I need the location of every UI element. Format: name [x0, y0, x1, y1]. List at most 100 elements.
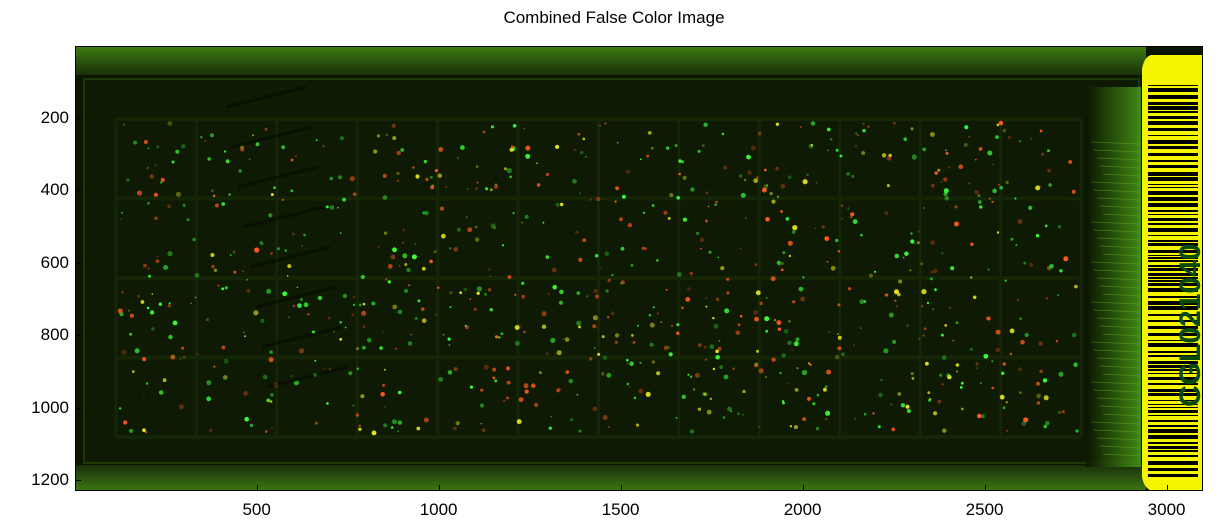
spot — [730, 410, 733, 413]
spot — [531, 383, 536, 389]
barcode-bar — [1148, 446, 1198, 449]
spot — [465, 216, 468, 219]
spot — [910, 127, 914, 131]
x-tick-label: 500 — [242, 500, 271, 519]
spot — [536, 183, 541, 187]
spot — [394, 347, 398, 350]
spot — [512, 212, 515, 215]
spot — [442, 333, 445, 336]
spot — [579, 192, 582, 195]
spot — [825, 417, 828, 421]
spot — [594, 253, 599, 258]
spot — [955, 363, 960, 367]
x-tick-label: 3000 — [1147, 500, 1186, 519]
spot — [1009, 352, 1012, 356]
edge-streak — [1093, 349, 1142, 353]
spot — [944, 195, 950, 201]
spot — [392, 247, 397, 253]
spot — [495, 335, 499, 339]
spot — [136, 190, 143, 196]
spot — [385, 277, 388, 281]
spot — [546, 352, 549, 356]
spot — [793, 341, 799, 347]
spot — [955, 321, 959, 325]
spot — [524, 389, 529, 394]
spot — [978, 147, 983, 151]
x-tick-label: 2000 — [783, 500, 822, 519]
spot — [687, 373, 690, 376]
spot — [910, 232, 913, 235]
chamber — [83, 78, 1140, 464]
spot — [1002, 128, 1006, 133]
spot — [402, 241, 405, 244]
spot — [793, 425, 798, 430]
spot — [732, 367, 735, 370]
spot — [270, 393, 274, 397]
spot — [476, 181, 479, 184]
barcode-bar — [1148, 343, 1198, 347]
spot — [162, 378, 167, 383]
spot — [947, 166, 951, 169]
barcode-bar — [1148, 187, 1198, 188]
spot — [167, 204, 171, 208]
barcode-bar — [1148, 172, 1198, 176]
edge-streak — [1090, 261, 1142, 265]
spot — [747, 170, 752, 175]
spot — [826, 369, 832, 375]
spot — [902, 256, 905, 259]
spot — [259, 241, 263, 244]
spot — [703, 345, 707, 349]
spot — [160, 181, 163, 184]
spot — [140, 300, 145, 304]
spot — [943, 188, 949, 194]
spot — [221, 345, 226, 350]
spot — [371, 301, 376, 306]
spot — [779, 371, 782, 375]
spot — [385, 133, 388, 136]
x-tick-mark — [984, 485, 986, 491]
spot — [240, 147, 245, 152]
spot — [296, 286, 299, 289]
spot — [1006, 429, 1008, 432]
spot — [142, 428, 146, 433]
spot — [382, 331, 385, 334]
spot — [837, 346, 842, 351]
spot — [765, 217, 770, 222]
spot — [445, 186, 448, 188]
spot — [992, 163, 994, 166]
edge-streak — [1099, 285, 1142, 289]
spot — [816, 393, 820, 397]
barcode-bar — [1148, 197, 1198, 201]
spot — [872, 412, 875, 415]
spot — [186, 218, 190, 222]
spot — [493, 226, 496, 230]
edge-streak — [1093, 229, 1142, 233]
spot — [402, 228, 405, 232]
spot — [906, 409, 911, 413]
spot — [900, 403, 906, 408]
barcode-bar — [1148, 140, 1198, 144]
spot — [270, 193, 274, 197]
spot — [697, 343, 702, 348]
spot — [128, 309, 131, 312]
spot — [787, 240, 793, 246]
spot — [678, 172, 681, 176]
spot — [147, 267, 150, 270]
spot — [134, 348, 140, 354]
spot — [290, 375, 293, 378]
spot — [651, 146, 654, 150]
spot — [927, 391, 931, 395]
spot — [835, 148, 839, 152]
spot — [249, 423, 254, 428]
spot — [633, 396, 637, 400]
spot — [910, 239, 915, 244]
edge-streak — [1096, 197, 1142, 201]
spot — [290, 189, 294, 193]
spot — [286, 275, 289, 277]
spot — [646, 154, 650, 158]
spot — [881, 153, 887, 158]
spot — [853, 344, 856, 346]
spot — [377, 246, 380, 248]
spot — [489, 275, 492, 278]
spot — [534, 402, 539, 407]
